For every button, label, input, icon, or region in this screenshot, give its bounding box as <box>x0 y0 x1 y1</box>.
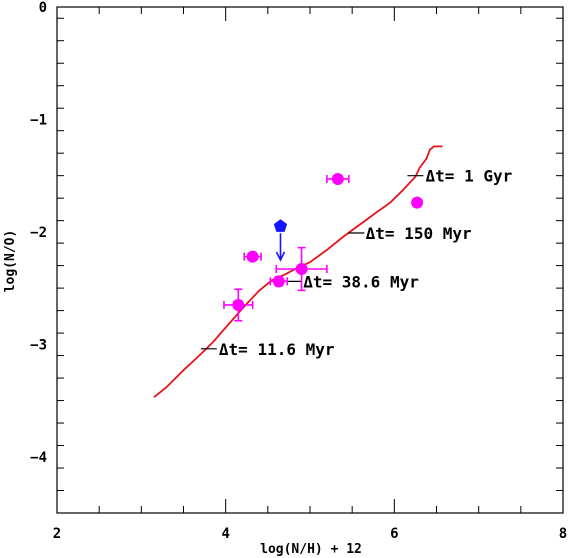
y-tick-label: −2 <box>30 225 47 241</box>
x-tick-label: 4 <box>221 526 229 542</box>
data-points <box>223 173 424 322</box>
data-point <box>246 250 259 263</box>
plot-frame <box>56 6 564 514</box>
data-point <box>331 173 344 186</box>
y-axis-label: log(N/O) <box>3 230 18 293</box>
data-point <box>232 298 245 311</box>
axes: 2 4 6 8 0 −1 −2 −3 −4 <box>30 0 567 542</box>
annotations: Δt= 11.6 Myr Δt= 38.6 Myr Δt= 150 Myr Δt= 1… <box>200 167 513 359</box>
x-tick-label: 8 <box>559 526 567 542</box>
y-tick-label: 0 <box>39 0 47 16</box>
x-tick-label: 2 <box>53 526 61 542</box>
x-axis-label: log(N/H) + 12 <box>260 542 362 557</box>
model-track <box>153 145 443 398</box>
y-tick-label: −4 <box>30 450 47 466</box>
upper-limit-point <box>273 219 288 232</box>
annotation-label: Δt= 150 Myr <box>366 224 472 243</box>
data-point <box>272 275 285 288</box>
y-tick-label: −1 <box>30 112 47 128</box>
y-tick-label: −3 <box>30 337 47 353</box>
annotation-label: Δt= 1 Gyr <box>426 167 513 186</box>
x-tick-label: 6 <box>390 526 398 542</box>
data-point <box>295 262 308 275</box>
annotation-label: Δt= 38.6 Myr <box>303 272 419 291</box>
model-track-line <box>153 145 443 398</box>
annotation-label: Δt= 11.6 Myr <box>219 340 335 359</box>
data-point <box>411 196 424 209</box>
upper-limit-arrow-head <box>275 251 286 262</box>
